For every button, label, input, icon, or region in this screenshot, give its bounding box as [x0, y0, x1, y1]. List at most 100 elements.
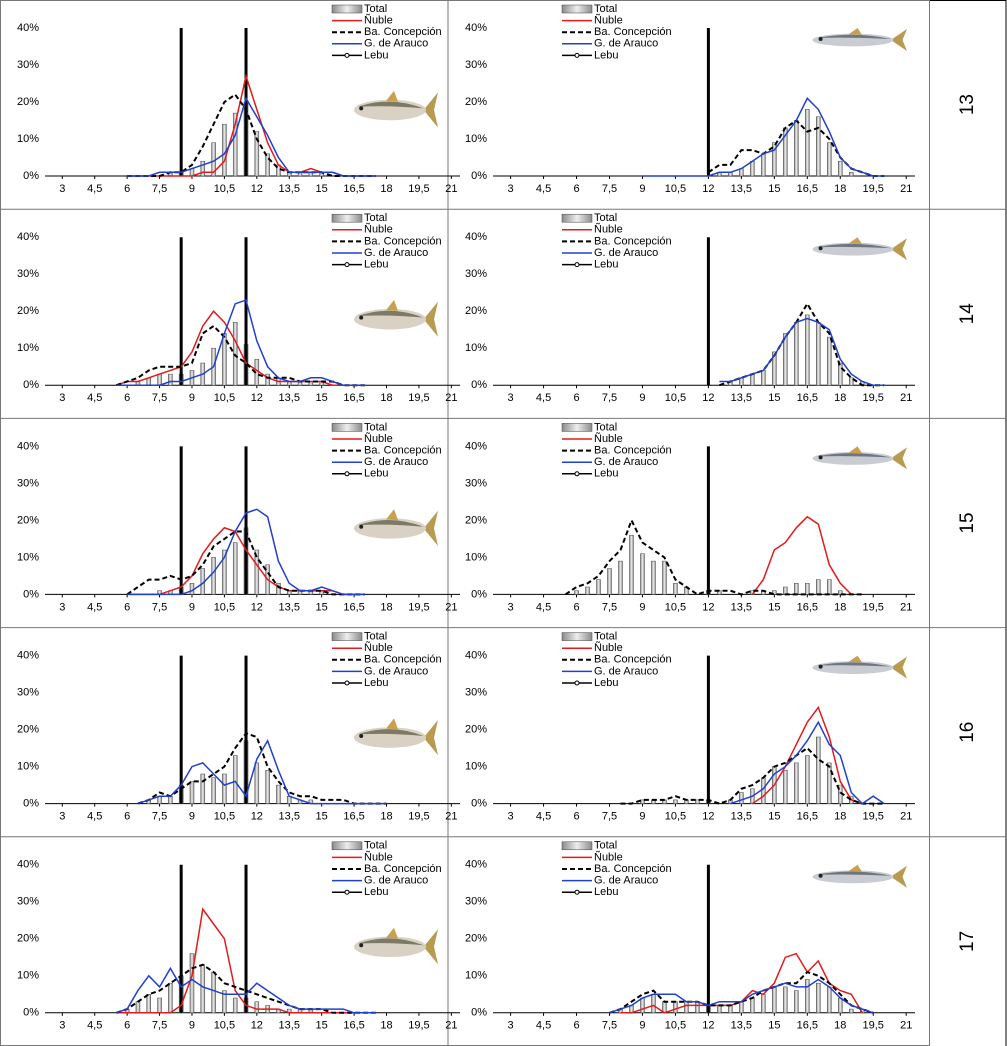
fish-tail	[423, 301, 438, 337]
x-tick-label: 21	[445, 1020, 457, 1032]
x-tick-label: 9	[639, 183, 645, 195]
x-tick-label: 7,5	[602, 601, 617, 613]
histogram-bar	[761, 153, 766, 177]
histogram-bar	[772, 986, 777, 1014]
fish-fin	[848, 237, 862, 244]
x-tick-label: 6	[124, 392, 130, 404]
x-tick-label: 9	[639, 392, 645, 404]
x-tick-label: 3	[59, 1020, 65, 1032]
x-tick-label: 19,5	[863, 811, 884, 823]
histogram-bar	[222, 990, 227, 1014]
x-tick-label: 9	[189, 183, 195, 195]
x-tick-label: 18	[834, 1020, 846, 1032]
x-tick-label: 19,5	[408, 183, 429, 195]
y-tick-label: 20%	[465, 305, 487, 317]
x-tick-label: 6	[573, 183, 579, 195]
y-tick-label: 20%	[17, 305, 39, 317]
histogram-bar	[838, 997, 843, 1014]
x-tick-label: 15	[768, 1020, 780, 1032]
x-tick-label: 15	[768, 811, 780, 823]
legend-label: Lebu	[594, 468, 618, 480]
histogram-bar	[673, 1001, 678, 1014]
x-tick-label: 18	[380, 811, 392, 823]
x-tick-label: 3	[508, 392, 514, 404]
y-tick-label: 40%	[17, 22, 39, 34]
x-tick-label: 19,5	[408, 601, 429, 613]
histogram-bar	[827, 986, 832, 1014]
fish-back	[817, 662, 891, 667]
legend-label: G. de Arauco	[364, 665, 428, 677]
fish-tail	[890, 865, 907, 888]
histogram-bar	[276, 583, 281, 595]
fish-back	[358, 310, 424, 318]
legend-label: G. de Arauco	[594, 456, 658, 468]
x-tick-label: 19,5	[408, 811, 429, 823]
histogram-bar	[838, 160, 843, 177]
histogram-bar	[662, 560, 667, 595]
fish-illustration	[354, 300, 438, 337]
histogram-bar	[783, 333, 788, 386]
histogram-bar	[849, 1008, 854, 1014]
x-tick-label: 12	[702, 1020, 714, 1032]
histogram-bar	[651, 560, 656, 595]
histogram-bar	[695, 1001, 700, 1014]
histogram-bar	[673, 799, 678, 804]
legend-marker	[574, 262, 580, 268]
histogram-bar	[607, 568, 612, 595]
legend-label: Total	[594, 840, 617, 852]
fish-fin	[386, 927, 398, 939]
x-tick-label: 13,5	[279, 183, 300, 195]
x-tick-label: 12	[702, 183, 714, 195]
fish-fin	[848, 446, 862, 454]
legend-label: Ba. Concepción	[594, 235, 672, 247]
histogram-bar	[816, 982, 821, 1014]
histogram-bar	[200, 160, 206, 177]
fish-fin	[386, 718, 398, 730]
y-tick-label: 40%	[17, 650, 39, 662]
y-tick-label: 0%	[23, 1007, 39, 1019]
legend-label: Lebu	[594, 49, 618, 61]
x-tick-label: 7,5	[602, 1020, 617, 1032]
fish-tail	[423, 92, 438, 128]
x-tick-label: 12	[251, 1020, 263, 1032]
y-tick-label: 10%	[465, 342, 487, 354]
fish-fin	[848, 864, 862, 872]
x-tick-label: 13,5	[279, 811, 300, 823]
series-line	[719, 301, 885, 387]
histogram-bar	[794, 583, 799, 595]
x-tick-label: 13,5	[731, 183, 752, 195]
x-tick-label: 15	[316, 392, 328, 404]
x-tick-label: 10,5	[665, 601, 686, 613]
fish-illustration	[812, 237, 907, 261]
legend-label: G. de Arauco	[364, 456, 428, 468]
histogram-bar	[135, 1001, 141, 1014]
x-tick-label: 16,5	[797, 1020, 818, 1032]
y-tick-label: 0%	[471, 588, 487, 600]
x-tick-label: 9	[639, 811, 645, 823]
x-tick-label: 4,5	[536, 811, 551, 823]
histogram-bar	[805, 583, 810, 595]
x-tick-label: 18	[380, 601, 392, 613]
x-tick-label: 21	[900, 601, 912, 613]
histogram-bar	[827, 762, 832, 804]
histogram-bar	[838, 362, 843, 386]
y-tick-label: 40%	[17, 859, 39, 871]
x-tick-label: 19,5	[863, 1020, 884, 1032]
x-tick-label: 6	[573, 392, 579, 404]
series-line	[137, 732, 387, 805]
x-tick-label: 4,5	[87, 1020, 102, 1032]
legend-label: Total	[594, 631, 617, 643]
x-tick-label: 15	[768, 392, 780, 404]
histogram-bar	[232, 542, 238, 595]
histogram-bar	[838, 590, 843, 595]
series-line	[116, 310, 365, 386]
histogram-bar	[211, 777, 216, 804]
legend-marker	[344, 262, 350, 268]
histogram-bar	[794, 990, 799, 1014]
fish-fin	[386, 509, 398, 521]
x-tick-label: 10,5	[214, 183, 235, 195]
legend-label: Ba. Concepción	[364, 26, 442, 38]
legend-marker	[344, 471, 350, 477]
legend-label: Total	[594, 421, 617, 433]
legend-label: Total	[594, 212, 617, 224]
